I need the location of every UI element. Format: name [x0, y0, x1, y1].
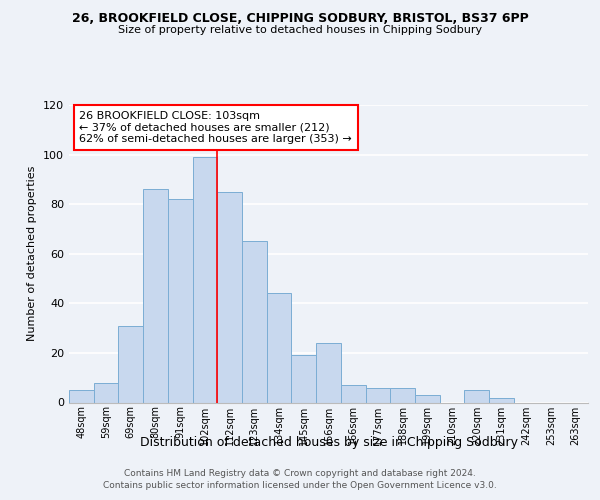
Bar — [341, 385, 365, 402]
Bar — [118, 326, 143, 402]
Bar — [415, 395, 440, 402]
Text: Contains HM Land Registry data © Crown copyright and database right 2024.: Contains HM Land Registry data © Crown c… — [124, 470, 476, 478]
Bar — [242, 242, 267, 402]
Bar — [316, 343, 341, 402]
Bar — [69, 390, 94, 402]
Bar — [464, 390, 489, 402]
Bar — [292, 356, 316, 403]
Text: Size of property relative to detached houses in Chipping Sodbury: Size of property relative to detached ho… — [118, 25, 482, 35]
Text: Distribution of detached houses by size in Chipping Sodbury: Distribution of detached houses by size … — [140, 436, 518, 449]
Bar — [168, 199, 193, 402]
Bar — [94, 382, 118, 402]
Bar — [217, 192, 242, 402]
Text: 26, BROOKFIELD CLOSE, CHIPPING SODBURY, BRISTOL, BS37 6PP: 26, BROOKFIELD CLOSE, CHIPPING SODBURY, … — [71, 12, 529, 26]
Y-axis label: Number of detached properties: Number of detached properties — [28, 166, 37, 342]
Bar — [193, 157, 217, 402]
Bar — [143, 190, 168, 402]
Bar — [365, 388, 390, 402]
Text: Contains public sector information licensed under the Open Government Licence v3: Contains public sector information licen… — [103, 482, 497, 490]
Bar — [267, 294, 292, 403]
Bar — [489, 398, 514, 402]
Text: 26 BROOKFIELD CLOSE: 103sqm
← 37% of detached houses are smaller (212)
62% of se: 26 BROOKFIELD CLOSE: 103sqm ← 37% of det… — [79, 111, 352, 144]
Bar — [390, 388, 415, 402]
